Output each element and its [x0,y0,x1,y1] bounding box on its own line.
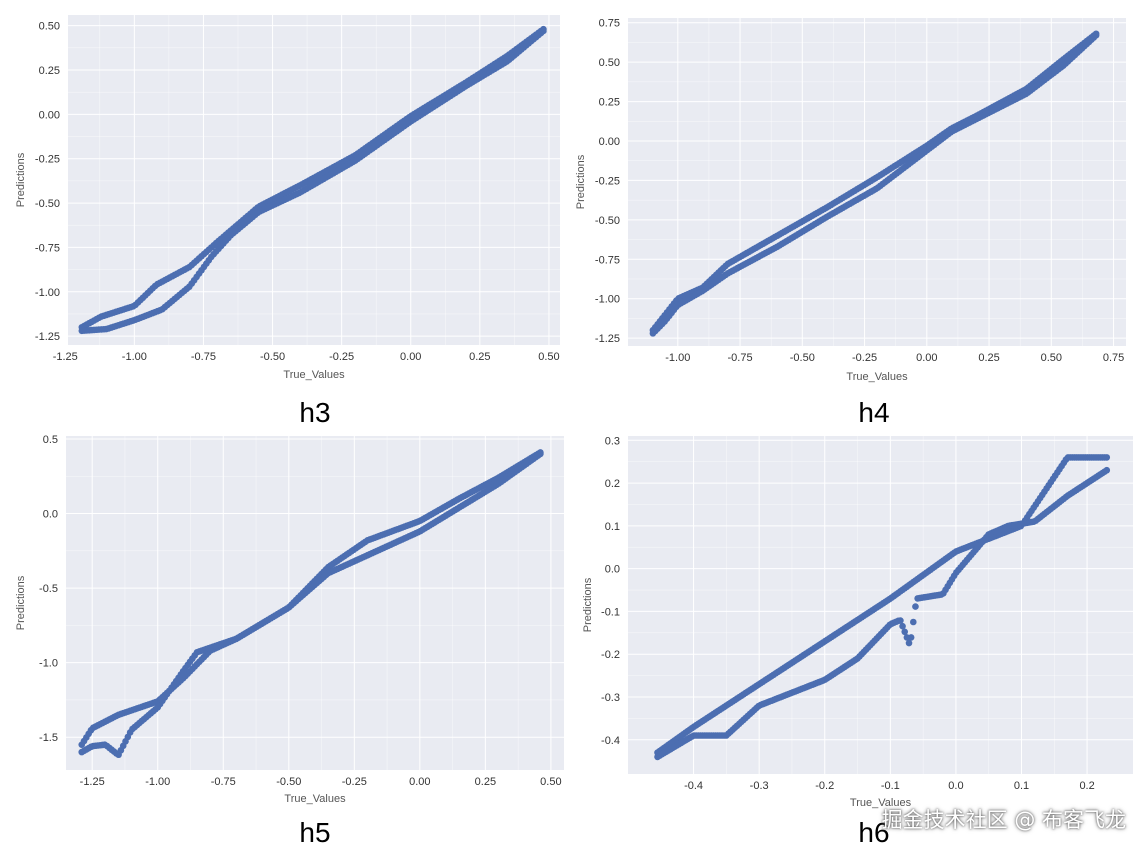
y-tick-label: 0.00 [39,109,60,121]
x-tick-label: 0.25 [475,776,496,788]
y-tick-label: -1.5 [39,732,58,744]
y-tick-label: -0.25 [595,175,620,187]
y-tick-label: 0.3 [605,435,620,447]
panel-caption: h5 [299,817,330,848]
y-tick-label: -1.00 [35,287,60,299]
chart-panel-h4: -1.00 -0.75 -0.50 -0.25 0.00 0.25 0.50 0.75 -1.2… [575,18,1126,428]
y-tick-label: -1.0 [39,658,58,670]
y-tick-label: -0.1 [601,606,620,618]
scatter-point-lower [905,639,913,647]
x-tick-label: -0.50 [260,351,285,363]
y-tick-label: 0.25 [599,97,620,109]
y-tick-label: 0.0 [605,564,620,576]
y-tick-label: 0.0 [43,509,58,521]
x-tick-label: -1.25 [53,351,78,363]
x-axis-label: True_Values [846,371,908,383]
x-tick-label: -0.50 [276,776,301,788]
x-tick-label: 0.00 [409,776,430,788]
scatter-point-lower [1103,466,1111,474]
x-tick-label: 0.50 [540,776,561,788]
y-tick-label: 0.5 [43,434,58,446]
x-tick-label: -0.75 [211,776,236,788]
x-tick-label: -0.4 [684,780,703,792]
x-tick-label: -0.50 [790,352,815,364]
x-axis-label: True_Values [850,797,912,809]
x-tick-label: -0.25 [342,776,367,788]
x-tick-label: -0.75 [191,351,216,363]
x-tick-label: 0.00 [916,352,937,364]
scatter-point-lower [897,617,904,624]
chart-panel-h3: -1.25 -1.00 -0.75 -0.50 -0.25 0.00 0.25 0.50 -1.… [15,15,560,428]
watermark-text: 掘金技术社区 @ 布客飞龙 [881,808,1126,832]
y-tick-label: -0.5 [39,583,58,595]
y-axis-label: Predictions [15,575,27,630]
scatter-point-lower [901,628,909,636]
y-axis-label: Predictions [582,577,594,632]
y-tick-label: -0.75 [595,254,620,266]
scatter-point-lower [912,603,919,610]
y-tick-label: 0.50 [39,21,60,33]
x-tick-label: 0.1 [1014,780,1029,792]
x-tick-label: 0.50 [1041,352,1062,364]
x-tick-label: -0.1 [881,780,900,792]
y-tick-label: -0.25 [35,154,60,166]
chart-panel-h5: -1.25 -1.00 -0.75 -0.50 -0.25 0.00 0.25 0.50 -1.… [15,434,564,848]
scatter-point-lower [537,450,544,458]
scatter-point-lower [899,622,906,630]
x-axis-label: True_Values [284,793,346,805]
scatter-point-lower [910,618,917,626]
y-tick-label: -0.3 [601,692,620,704]
x-tick-label: -0.25 [852,352,877,364]
y-axis-label: Predictions [15,152,27,207]
y-tick-label: -0.4 [601,735,620,747]
y-tick-label: 0.2 [605,478,620,490]
x-tick-label: -1.00 [145,776,170,788]
panel-caption: h6 [858,817,889,848]
y-tick-label: 0.1 [605,521,620,533]
x-tick-label: -1.25 [80,776,105,788]
y-tick-label: -0.50 [35,198,60,210]
x-tick-label: 0.25 [469,351,490,363]
x-tick-label: -0.75 [728,352,753,364]
scatter-point-lower [540,27,547,35]
y-tick-label: -1.25 [35,331,60,343]
y-tick-label: 0.75 [599,18,620,30]
x-tick-label: -1.00 [665,352,690,364]
panel-caption: h4 [858,397,889,428]
scatter-point-lower [1092,32,1100,39]
y-tick-label: -1.25 [595,333,620,345]
x-tick-label: -0.3 [750,780,769,792]
y-tick-label: -0.50 [595,215,620,227]
y-tick-label: 0.25 [39,65,60,77]
y-tick-label: 0.00 [599,136,620,148]
scatter-point-lower [907,634,915,641]
x-tick-label: -0.25 [329,351,354,363]
x-tick-label: 0.2 [1079,780,1094,792]
y-axis-label: Predictions [575,154,587,209]
x-tick-label: 0.75 [1103,352,1124,364]
scatter-point-upper [1103,454,1111,461]
y-tick-label: 0.50 [599,57,620,69]
chart-panel-h6: -0.4 -0.3 -0.2 -0.1 0.0 0.1 0.2 -0.4 -0.3 -0.2 -0.… [582,435,1133,848]
x-tick-label: -1.00 [122,351,147,363]
x-tick-label: 0.50 [538,351,559,363]
y-tick-label: -1.00 [595,294,620,306]
x-tick-label: 0.25 [978,352,999,364]
x-axis-label: True_Values [283,369,345,381]
panel-caption: h3 [299,397,330,428]
x-tick-label: 0.0 [948,780,963,792]
x-tick-label: -0.2 [815,780,834,792]
y-tick-label: -0.2 [601,649,620,661]
x-tick-label: 0.00 [400,351,421,363]
y-tick-label: -0.75 [35,242,60,254]
